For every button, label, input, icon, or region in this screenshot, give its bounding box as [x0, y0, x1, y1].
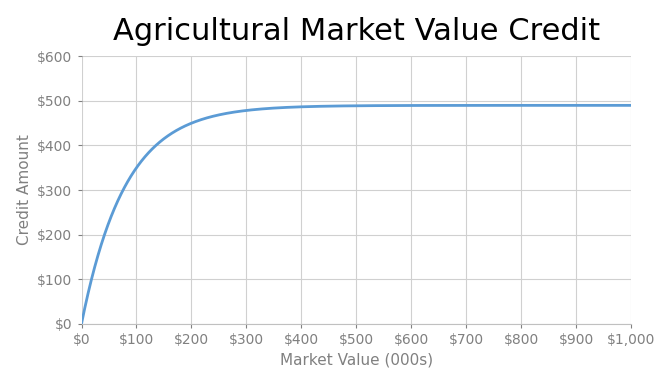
Title: Agricultural Market Value Credit: Agricultural Market Value Credit: [113, 17, 600, 46]
X-axis label: Market Value (000s): Market Value (000s): [280, 353, 433, 367]
Y-axis label: Credit Amount: Credit Amount: [17, 135, 32, 245]
